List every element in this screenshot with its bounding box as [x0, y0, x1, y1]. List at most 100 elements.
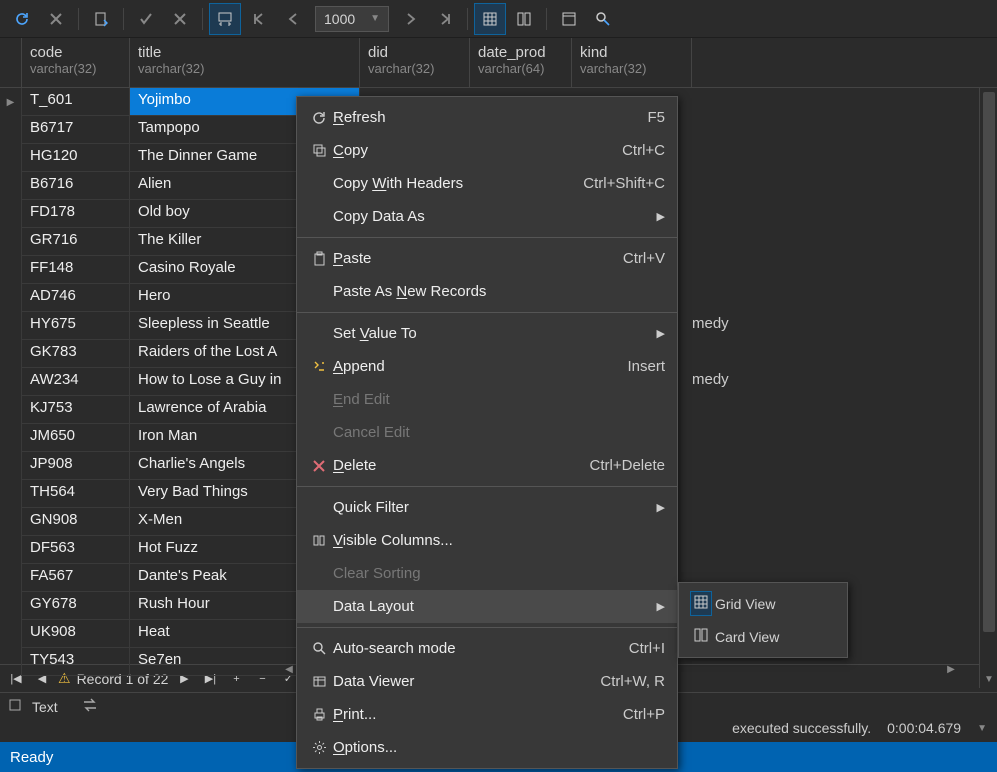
cell-code[interactable]: B6717 — [22, 116, 130, 144]
prev-page-button[interactable] — [277, 3, 309, 35]
cell-code[interactable]: FF148 — [22, 256, 130, 284]
row-count-dropdown[interactable]: 1000▼ — [315, 6, 389, 32]
column-header-title[interactable]: titlevarchar(32) — [130, 38, 360, 87]
menu-label: Copy Data As — [333, 208, 647, 225]
menu-shortcut: Ctrl+W, R — [600, 673, 665, 690]
cell-code[interactable]: JP908 — [22, 452, 130, 480]
cell-code[interactable]: FA567 — [22, 564, 130, 592]
next-page-button[interactable] — [395, 3, 427, 35]
cell-code[interactable]: TY543 — [22, 648, 130, 676]
row-marker — [0, 480, 22, 508]
cell-code[interactable]: DF563 — [22, 536, 130, 564]
menu-item-clear-sorting: Clear Sorting — [297, 557, 677, 590]
text-tab-label[interactable]: Text — [32, 699, 58, 715]
menu-item-print[interactable]: Print...Ctrl+P — [297, 698, 677, 731]
menu-item-refresh[interactable]: RefreshF5 — [297, 101, 677, 134]
menu-item-quick-filter[interactable]: Quick Filter▶ — [297, 491, 677, 524]
autofit-button[interactable] — [209, 3, 241, 35]
menu-item-append[interactable]: AppendInsert — [297, 350, 677, 383]
stop-button[interactable] — [40, 3, 72, 35]
cell-code[interactable]: GY678 — [22, 592, 130, 620]
cell-code[interactable]: AD746 — [22, 284, 130, 312]
toolbar: 1000▼ — [0, 0, 997, 38]
row-marker — [0, 536, 22, 564]
row-marker — [0, 620, 22, 648]
cell-code[interactable]: GR716 — [22, 228, 130, 256]
row-marker — [0, 424, 22, 452]
row-marker — [0, 116, 22, 144]
row-marker — [0, 592, 22, 620]
grid-view-button[interactable] — [474, 3, 506, 35]
swap-icon[interactable] — [82, 698, 98, 715]
menu-item-options[interactable]: Options... — [297, 731, 677, 764]
first-page-button[interactable] — [243, 3, 275, 35]
cell-code[interactable]: JM650 — [22, 424, 130, 452]
submenu-item-card-view[interactable]: Card View — [679, 620, 847, 653]
cell-code[interactable]: AW234 — [22, 368, 130, 396]
column-header-date-prod[interactable]: date_prodvarchar(64) — [470, 38, 572, 87]
column-header-did[interactable]: didvarchar(32) — [360, 38, 470, 87]
cell-code[interactable]: GN908 — [22, 508, 130, 536]
row-marker — [0, 564, 22, 592]
cell-code[interactable]: HG120 — [22, 144, 130, 172]
menu-separator — [297, 237, 677, 238]
menu-item-delete[interactable]: DeleteCtrl+Delete — [297, 449, 677, 482]
cell-code[interactable]: HY675 — [22, 312, 130, 340]
cell-code[interactable]: B6716 — [22, 172, 130, 200]
cell-code[interactable]: GK783 — [22, 340, 130, 368]
menu-label: Auto-search mode — [333, 640, 629, 657]
search-button[interactable] — [587, 3, 619, 35]
status-dropdown-icon[interactable]: ▼ — [977, 723, 987, 734]
row-marker — [0, 340, 22, 368]
cell-code[interactable]: KJ753 — [22, 396, 130, 424]
scroll-down-icon[interactable]: ▼ — [980, 670, 997, 688]
text-tab-icon — [8, 698, 22, 715]
row-count-value: 1000 — [324, 11, 355, 27]
row-marker — [0, 200, 22, 228]
scroll-right-icon[interactable]: ▶ — [942, 664, 960, 682]
menu-label: Cancel Edit — [333, 424, 665, 441]
card-view-button[interactable] — [508, 3, 540, 35]
row-marker — [0, 144, 22, 172]
last-page-button[interactable] — [429, 3, 461, 35]
status-time: 0:00:04.679 — [887, 720, 961, 736]
cell-code[interactable]: UK908 — [22, 620, 130, 648]
apply-button[interactable] — [130, 3, 162, 35]
menu-item-copy-data-as[interactable]: Copy Data As▶ — [297, 200, 677, 233]
menu-item-data-layout[interactable]: Data Layout▶ — [297, 590, 677, 623]
columns-button[interactable] — [553, 3, 585, 35]
menu-item-copy[interactable]: CopyCtrl+C — [297, 134, 677, 167]
menu-shortcut: Insert — [627, 358, 665, 375]
cell-code[interactable]: FD178 — [22, 200, 130, 228]
row-gutter-header — [0, 38, 22, 87]
submenu-item-grid-view[interactable]: Grid View — [679, 587, 847, 620]
refresh-button[interactable] — [6, 3, 38, 35]
paste-insert-button[interactable] — [85, 3, 117, 35]
menu-item-visible-columns[interactable]: Visible Columns... — [297, 524, 677, 557]
menu-shortcut: Ctrl+P — [623, 706, 665, 723]
menu-label: Delete — [333, 457, 590, 474]
menu-separator — [297, 627, 677, 628]
menu-item-auto-search-mode[interactable]: Auto-search modeCtrl+I — [297, 632, 677, 665]
menu-item-copy-with-headers[interactable]: Copy With HeadersCtrl+Shift+C — [297, 167, 677, 200]
vertical-scrollbar[interactable]: ▼ — [979, 88, 997, 688]
menu-label: Quick Filter — [333, 499, 647, 516]
row-marker — [0, 312, 22, 340]
column-header-code[interactable]: codevarchar(32) — [22, 38, 130, 87]
row-marker — [0, 648, 22, 676]
cancel-button[interactable] — [164, 3, 196, 35]
menu-item-data-viewer[interactable]: Data ViewerCtrl+W, R — [297, 665, 677, 698]
menu-item-paste[interactable]: PasteCtrl+V — [297, 242, 677, 275]
cell-code[interactable]: T_601 — [22, 88, 130, 116]
menu-shortcut: Ctrl+C — [622, 142, 665, 159]
submenu-arrow-icon: ▶ — [657, 327, 665, 340]
submenu-arrow-icon: ▶ — [657, 600, 665, 613]
scroll-thumb[interactable] — [983, 92, 995, 632]
menu-item-end-edit: End Edit — [297, 383, 677, 416]
menu-item-paste-as-new-records[interactable]: Paste As New Records — [297, 275, 677, 308]
menu-item-set-value-to[interactable]: Set Value To▶ — [297, 317, 677, 350]
grid-header: codevarchar(32) titlevarchar(32) didvarc… — [0, 38, 997, 88]
column-header-kind[interactable]: kindvarchar(32) — [572, 38, 692, 87]
row-marker — [0, 228, 22, 256]
cell-code[interactable]: TH564 — [22, 480, 130, 508]
